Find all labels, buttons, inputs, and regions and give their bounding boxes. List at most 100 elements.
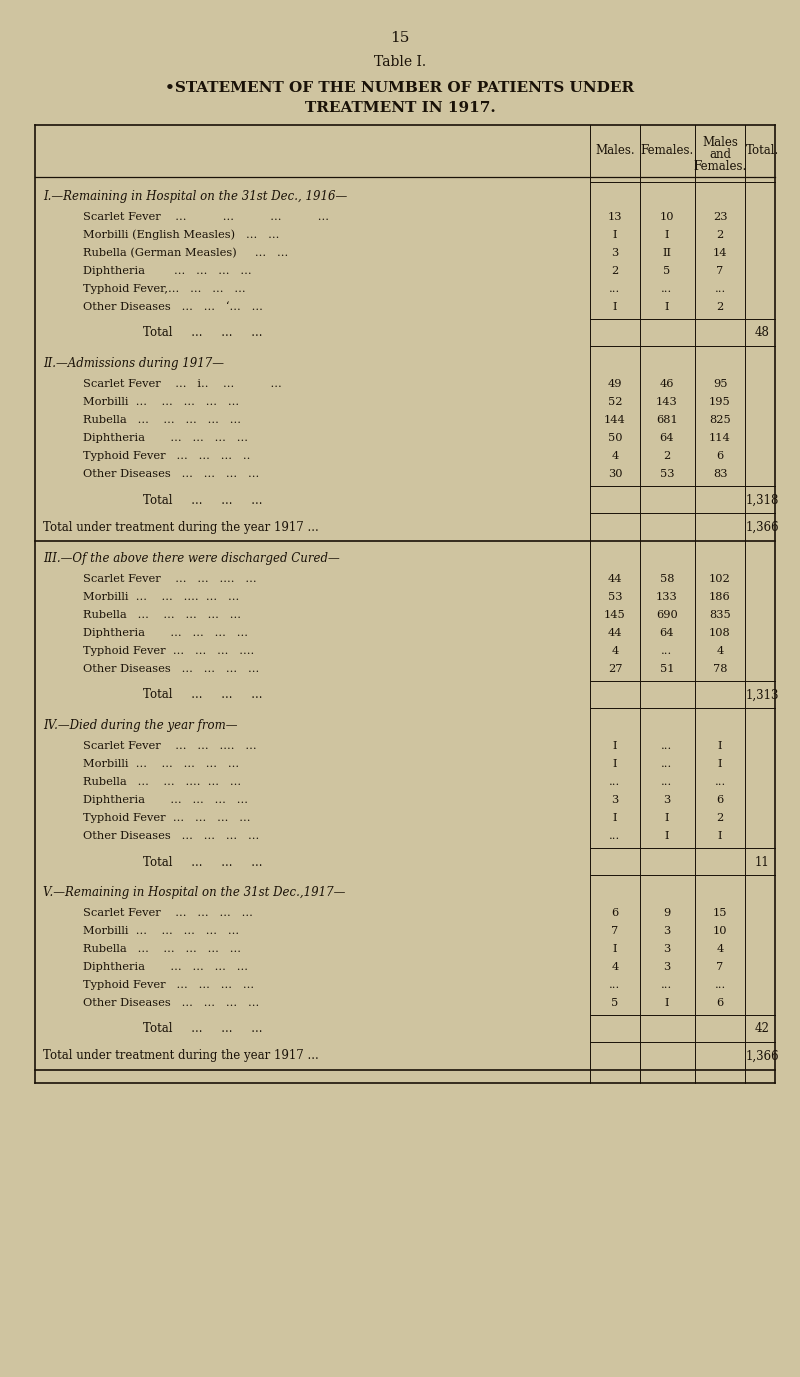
- Text: ...: ...: [610, 830, 621, 841]
- Text: 2: 2: [716, 302, 724, 313]
- Text: Scarlet Fever    ...   i..    ...          ...: Scarlet Fever ... i.. ... ...: [83, 379, 282, 388]
- Text: Rubella   ...    ...   ....  ...   ...: Rubella ... ... .... ... ...: [83, 777, 241, 788]
- Text: 4: 4: [611, 452, 618, 461]
- Text: ...: ...: [610, 284, 621, 295]
- Text: 2: 2: [611, 266, 618, 275]
- Text: Typhoid Fever   ...   ...   ...   ..: Typhoid Fever ... ... ... ..: [83, 452, 250, 461]
- Text: ...: ...: [662, 646, 673, 655]
- Text: I: I: [718, 741, 722, 750]
- Text: Morbilli  ...    ...   ...   ...   ...: Morbilli ... ... ... ... ...: [83, 925, 239, 936]
- Text: Rubella (German Measles)     ...   ...: Rubella (German Measles) ... ...: [83, 248, 288, 257]
- Text: Other Diseases   ...   ...   ‘...   ...: Other Diseases ... ... ‘... ...: [83, 302, 263, 313]
- Text: 44: 44: [608, 574, 622, 584]
- Text: 144: 144: [604, 414, 626, 425]
- Text: ...: ...: [662, 284, 673, 295]
- Text: 53: 53: [660, 470, 674, 479]
- Text: 64: 64: [660, 628, 674, 638]
- Text: 10: 10: [660, 212, 674, 222]
- Text: 143: 143: [656, 397, 678, 408]
- Text: TREATMENT IN 1917.: TREATMENT IN 1917.: [305, 101, 495, 116]
- Text: I: I: [613, 812, 618, 823]
- Text: Total     ...     ...     ...: Total ... ... ...: [143, 688, 262, 701]
- Text: 13: 13: [608, 212, 622, 222]
- Text: Males: Males: [702, 136, 738, 150]
- Text: 6: 6: [716, 452, 724, 461]
- Text: Scarlet Fever    ...   ...   ....   ...: Scarlet Fever ... ... .... ...: [83, 574, 257, 584]
- Text: 1,366: 1,366: [745, 1049, 779, 1063]
- Text: Total     ...     ...     ...: Total ... ... ...: [143, 326, 262, 340]
- Text: 42: 42: [754, 1023, 770, 1036]
- Text: I: I: [665, 998, 670, 1008]
- Text: Scarlet Fever    ...   ...   ...   ...: Scarlet Fever ... ... ... ...: [83, 907, 253, 918]
- Text: Total under treatment during the year 1917 ...: Total under treatment during the year 19…: [43, 1049, 318, 1063]
- Text: I: I: [718, 830, 722, 841]
- Text: Scarlet Fever    ...   ...   ....   ...: Scarlet Fever ... ... .... ...: [83, 741, 257, 750]
- Text: 4: 4: [611, 963, 618, 972]
- Text: 14: 14: [713, 248, 727, 257]
- Text: 10: 10: [713, 925, 727, 936]
- Text: 1,313: 1,313: [746, 688, 778, 701]
- Text: 6: 6: [716, 795, 724, 806]
- Text: 46: 46: [660, 379, 674, 388]
- Text: 27: 27: [608, 664, 622, 673]
- Text: V.—Remaining in Hospital on the 31st Dec.,1917—: V.—Remaining in Hospital on the 31st Dec…: [43, 885, 346, 899]
- Text: 1,366: 1,366: [745, 521, 779, 533]
- Text: 6: 6: [611, 907, 618, 918]
- Text: 64: 64: [660, 432, 674, 443]
- Text: 5: 5: [663, 266, 670, 275]
- Text: ...: ...: [714, 980, 726, 990]
- Text: ...: ...: [714, 284, 726, 295]
- Text: Typhoid Fever   ...   ...   ...   ...: Typhoid Fever ... ... ... ...: [83, 980, 254, 990]
- Text: Other Diseases   ...   ...   ...   ...: Other Diseases ... ... ... ...: [83, 830, 259, 841]
- Text: Diphtheria       ...   ...   ...   ...: Diphtheria ... ... ... ...: [83, 963, 248, 972]
- Text: I: I: [665, 302, 670, 313]
- Text: 51: 51: [660, 664, 674, 673]
- Text: 11: 11: [754, 855, 770, 869]
- Text: II: II: [662, 248, 671, 257]
- Text: 15: 15: [390, 32, 410, 45]
- Text: Total     ...     ...     ...: Total ... ... ...: [143, 493, 262, 507]
- Text: 3: 3: [663, 795, 670, 806]
- Text: 48: 48: [754, 326, 770, 340]
- Text: 58: 58: [660, 574, 674, 584]
- Text: ...: ...: [610, 777, 621, 788]
- Text: ...: ...: [662, 741, 673, 750]
- Text: Morbilli  ...    ...   ....  ...   ...: Morbilli ... ... .... ... ...: [83, 592, 239, 602]
- Text: Other Diseases   ...   ...   ...   ...: Other Diseases ... ... ... ...: [83, 998, 259, 1008]
- Text: 835: 835: [709, 610, 731, 620]
- Text: 2: 2: [716, 812, 724, 823]
- Text: I: I: [613, 741, 618, 750]
- Text: 52: 52: [608, 397, 622, 408]
- Text: I: I: [718, 759, 722, 768]
- Text: 3: 3: [663, 945, 670, 954]
- Text: 5: 5: [611, 998, 618, 1008]
- Text: 4: 4: [716, 646, 724, 655]
- Text: 195: 195: [709, 397, 731, 408]
- Text: I: I: [613, 945, 618, 954]
- Text: Females.: Females.: [640, 145, 694, 157]
- Text: 825: 825: [709, 414, 731, 425]
- Text: Rubella   ...    ...   ...   ...   ...: Rubella ... ... ... ... ...: [83, 945, 241, 954]
- Text: 23: 23: [713, 212, 727, 222]
- Text: 1,318: 1,318: [746, 493, 778, 507]
- Text: 145: 145: [604, 610, 626, 620]
- Text: 53: 53: [608, 592, 622, 602]
- Text: ...: ...: [662, 777, 673, 788]
- Text: Table I.: Table I.: [374, 55, 426, 69]
- Text: 15: 15: [713, 907, 727, 918]
- Text: 83: 83: [713, 470, 727, 479]
- Text: Typhoid Fever  ...   ...   ...   ....: Typhoid Fever ... ... ... ....: [83, 646, 254, 655]
- Text: Morbilli  ...    ...   ...   ...   ...: Morbilli ... ... ... ... ...: [83, 759, 239, 768]
- Text: III.—Of the above there were discharged Cured—: III.—Of the above there were discharged …: [43, 552, 340, 565]
- Text: 690: 690: [656, 610, 678, 620]
- Text: ...: ...: [662, 759, 673, 768]
- Text: 7: 7: [611, 925, 618, 936]
- Text: 7: 7: [716, 266, 724, 275]
- Text: 3: 3: [663, 925, 670, 936]
- Text: 6: 6: [716, 998, 724, 1008]
- Text: I.—Remaining in Hospital on the 31st Dec., 1916—: I.—Remaining in Hospital on the 31st Dec…: [43, 190, 347, 202]
- Text: 50: 50: [608, 432, 622, 443]
- Text: 4: 4: [716, 945, 724, 954]
- Text: I: I: [613, 230, 618, 240]
- Text: I: I: [665, 812, 670, 823]
